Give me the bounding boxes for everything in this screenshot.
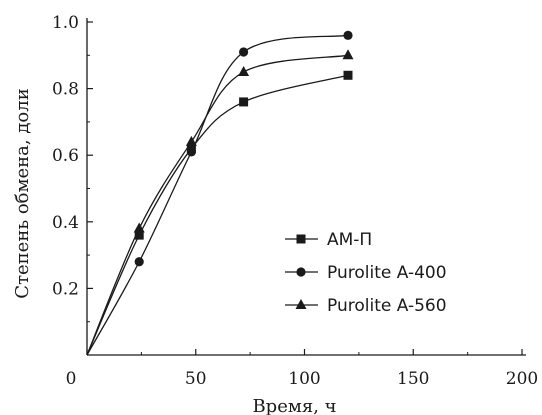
legend-label: Purolite A-400 xyxy=(327,263,447,283)
y-axis-label: Степень обмена, доли xyxy=(12,88,33,298)
series-1-point xyxy=(239,97,249,107)
data-markers xyxy=(133,30,354,267)
legend-marker xyxy=(296,267,306,277)
x-tick-label: 50 xyxy=(185,369,207,389)
series-3-point xyxy=(238,65,250,76)
series-2-point xyxy=(186,147,196,157)
series-line-3 xyxy=(86,54,349,356)
ticks: 0 50 100 150 200 0.2 0.4 0.6 0.8 1.0 xyxy=(52,13,538,389)
legend-label: АМ-П xyxy=(327,230,372,250)
legend-label: Purolite A-560 xyxy=(327,296,447,316)
y-tick-label: 0.6 xyxy=(52,146,79,166)
legend: АМ-П Purolite A-400 Purolite A-560 xyxy=(285,230,447,316)
series-1-point xyxy=(343,70,353,80)
series-2-point xyxy=(134,257,144,267)
legend-marker xyxy=(296,234,306,244)
axes xyxy=(86,18,526,356)
series-2-point xyxy=(239,47,249,57)
x-tick-label: 100 xyxy=(288,369,320,389)
y-tick-label: 0.4 xyxy=(52,213,79,233)
x-tick-label: 0 xyxy=(66,369,77,389)
series-1-point xyxy=(134,230,144,240)
y-tick-label: 1.0 xyxy=(52,13,79,33)
x-tick-label: 150 xyxy=(397,369,429,389)
x-tick-label: 200 xyxy=(506,369,538,389)
series-3-point xyxy=(185,135,197,146)
y-tick-label: 0.8 xyxy=(52,80,79,100)
y-tick-label: 0.2 xyxy=(52,279,79,299)
series-line-1 xyxy=(86,74,349,356)
series-3-point xyxy=(133,222,145,233)
legend-marker xyxy=(295,299,307,309)
series-2-point xyxy=(343,30,353,40)
x-axis-label: Время, ч xyxy=(252,396,336,415)
series-3-point xyxy=(342,49,354,60)
fit-curves xyxy=(86,34,349,356)
